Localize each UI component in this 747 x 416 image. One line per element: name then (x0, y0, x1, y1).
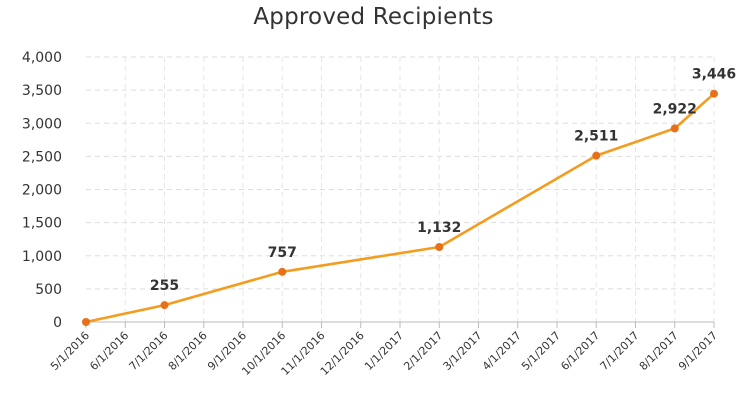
x-tick-label: 8/1/2016 (166, 329, 210, 373)
x-tick-label: 5/1/2017 (519, 329, 563, 373)
x-tick-label: 6/1/2016 (87, 329, 131, 373)
x-tick-label: 5/1/2016 (48, 329, 92, 373)
series-line (84, 92, 716, 324)
y-tick-label: 4,000 (22, 50, 62, 66)
data-point (670, 124, 679, 133)
y-tick-label: 2,000 (22, 183, 62, 199)
data-point (278, 267, 287, 276)
y-tick-label: 2,500 (22, 149, 62, 165)
x-tick-label: 1/1/2017 (362, 329, 406, 373)
x-tick-label: 7/1/2016 (126, 329, 170, 373)
x-tick-label: 6/1/2017 (558, 329, 602, 373)
x-tick-label: 8/1/2017 (637, 329, 681, 373)
data-point (160, 301, 169, 310)
data-label: 255 (150, 278, 179, 294)
data-label: 757 (268, 245, 297, 261)
data-point (710, 89, 718, 98)
x-tick-label: 2/1/2017 (401, 329, 445, 373)
x-tick-label: 3/1/2017 (440, 329, 484, 373)
data-label: 1,132 (417, 220, 461, 236)
y-tick-label: 1,500 (22, 216, 62, 232)
data-label: 2,922 (653, 101, 697, 117)
x-tick-label: 9/1/2017 (676, 329, 720, 373)
data-label: 3,446 (692, 67, 736, 83)
x-tick-label: 4/1/2017 (480, 329, 524, 373)
y-tick-label: 1,000 (22, 249, 62, 265)
y-tick-label: 3,500 (22, 83, 62, 99)
data-point (435, 243, 444, 252)
data-label: 2,511 (574, 129, 618, 145)
chart-title: Approved Recipients (253, 4, 494, 30)
data-point (82, 318, 90, 326)
data-point (592, 151, 601, 160)
y-tick-label: 500 (35, 282, 62, 298)
x-tick-label: 7/1/2017 (597, 329, 641, 373)
y-tick-label: 0 (53, 315, 62, 331)
y-tick-label: 3,000 (22, 116, 62, 132)
